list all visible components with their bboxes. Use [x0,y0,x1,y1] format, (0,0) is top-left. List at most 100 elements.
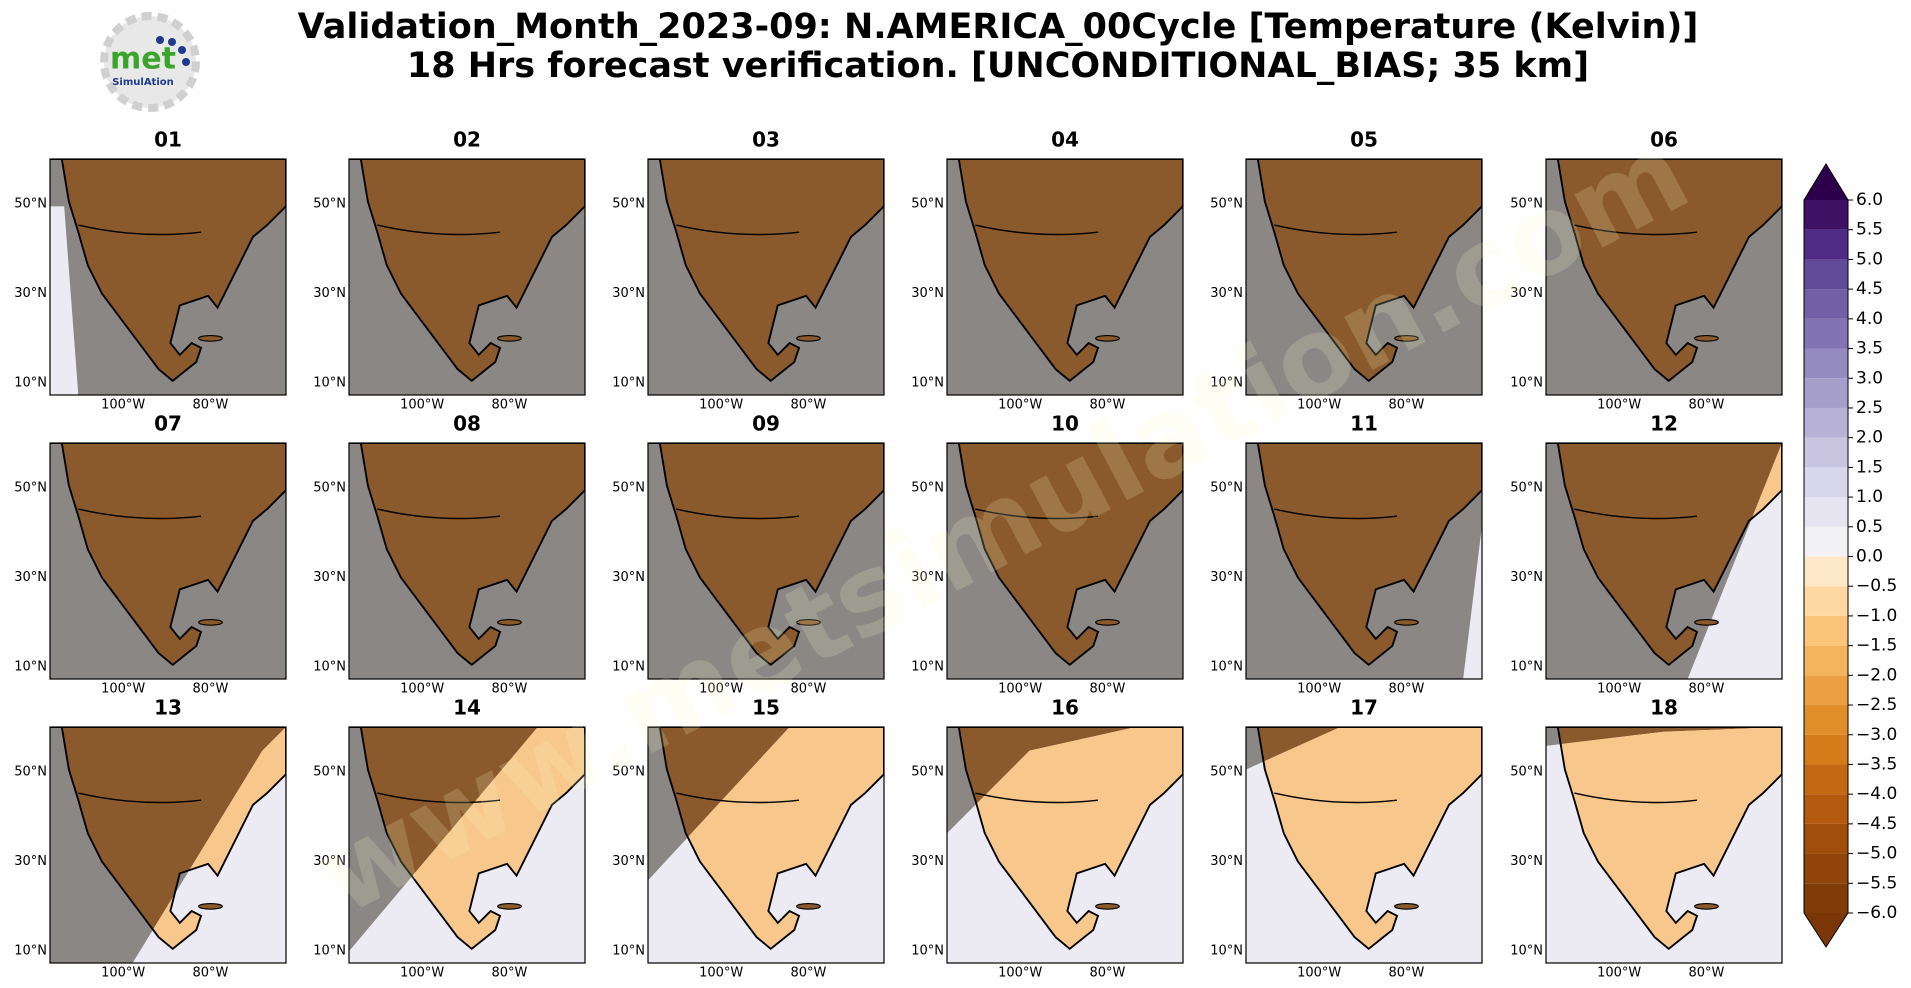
lat-label: 50°N [1510,764,1543,779]
lat-label: 10°N [1210,660,1243,675]
lat-label: 50°N [911,480,944,495]
lat-label: 30°N [612,570,645,585]
lat-label: 10°N [313,660,346,675]
lat-label: 10°N [911,376,944,391]
logo-text: met [110,42,176,77]
map-panel: 18 50°N 30°N 10°N 100°W 80°W [1510,696,1783,981]
lat-label: 30°N [911,854,944,869]
island [1095,902,1120,910]
panel-label: 04 [1051,128,1079,152]
panel-label: 06 [1650,128,1678,152]
colorbar-tick-label: 0.5 [1856,517,1883,537]
logo-dot [168,38,176,46]
panel-frame [946,158,1184,396]
lat-label: 30°N [1510,570,1543,585]
lat-label: 30°N [612,286,645,301]
map-content [1546,727,1782,963]
island [198,902,223,910]
island [1095,334,1120,342]
colorbar-tick-label: 4.0 [1856,309,1883,329]
lat-label: 10°N [612,660,645,675]
lat-label: 50°N [14,196,47,211]
colorbar-bin [1804,586,1848,616]
map [1246,727,1482,963]
lat-label: 50°N [313,196,346,211]
lat-label: 50°N [612,764,645,779]
map-content [648,159,884,383]
map-content [349,443,585,667]
panel-label: 14 [453,696,481,720]
lat-label: 30°N [1510,854,1543,869]
lat-label: 50°N [1210,480,1243,495]
map-panel: 05 50°N 30°N 10°N 100°W 80°W [1210,128,1483,413]
panel-frame [946,442,1184,680]
lat-label: 10°N [1510,376,1543,391]
map-panel: 07 50°N 30°N 10°N 100°W 80°W [14,412,287,697]
lat-label: 30°N [14,854,47,869]
logo-dot [178,46,186,54]
panel-label: 18 [1650,696,1678,720]
lat-label: 30°N [911,570,944,585]
panel-frame [49,726,287,964]
lat-label: 50°N [1510,196,1543,211]
map [50,159,286,395]
panel-label: 10 [1051,412,1079,436]
lon-label: 100°W [1597,398,1641,413]
map-panel: 03 50°N 30°N 10°N 100°W 80°W [612,128,885,413]
lat-label: 50°N [14,480,47,495]
colorbar-tick-label: −6.0 [1856,903,1897,923]
lon-label: 80°W [193,682,229,697]
colorbar-bin [1804,705,1848,735]
lon-label: 80°W [1689,682,1725,697]
island [497,334,522,342]
colorbar-tick-label: 6.0 [1856,190,1883,210]
panel-label: 08 [453,412,481,436]
logo-subtext: SimulAtion [112,77,174,88]
overlay [1546,727,1782,963]
colorbar-bin [1804,467,1848,498]
colorbar-tick-label: −3.5 [1856,754,1897,774]
map [1546,159,1782,395]
island [497,618,522,626]
lat-label: 10°N [313,376,346,391]
island [1394,334,1419,342]
map [648,159,884,395]
colorbar-bin [1804,615,1848,646]
map [50,727,286,963]
lat-label: 50°N [612,480,645,495]
lon-label: 80°W [1389,966,1425,981]
map [947,443,1183,679]
panel-label: 07 [154,412,182,436]
colorbar-tick-label: −2.0 [1856,665,1897,685]
map-content [648,727,884,963]
map-panel: 14 50°N 30°N 10°N 100°W 80°W [313,696,586,981]
lat-label: 10°N [1210,376,1243,391]
island [497,902,522,910]
map-content [50,727,286,963]
lon-label: 100°W [998,966,1042,981]
colorbar-bin [1804,823,1848,854]
map [1246,443,1482,679]
map-panel: 01 50°N 30°N 10°N 100°W 80°W [14,128,287,413]
panel-frame [348,726,586,964]
colorbar-tick-label: −4.0 [1856,784,1897,804]
lon-label: 100°W [400,398,444,413]
map-panel: 10 50°N 30°N 10°N 100°W 80°W [911,412,1184,697]
map-panel: 12 50°N 30°N 10°N 100°W 80°W [1510,412,1783,697]
lat-label: 10°N [1510,944,1543,959]
panel-label: 05 [1350,128,1378,152]
lat-label: 50°N [313,480,346,495]
lon-label: 80°W [1389,398,1425,413]
map [947,159,1183,395]
colorbar-bin [1804,259,1848,290]
overlay [1246,727,1482,963]
lat-label: 30°N [14,570,47,585]
lon-label: 80°W [791,398,827,413]
island [796,902,821,910]
lat-label: 30°N [1210,854,1243,869]
lon-label: 80°W [1090,682,1126,697]
lat-label: 50°N [612,196,645,211]
colorbar-tick-label: 1.0 [1856,487,1883,507]
lat-label: 10°N [1510,660,1543,675]
lat-label: 10°N [14,944,47,959]
